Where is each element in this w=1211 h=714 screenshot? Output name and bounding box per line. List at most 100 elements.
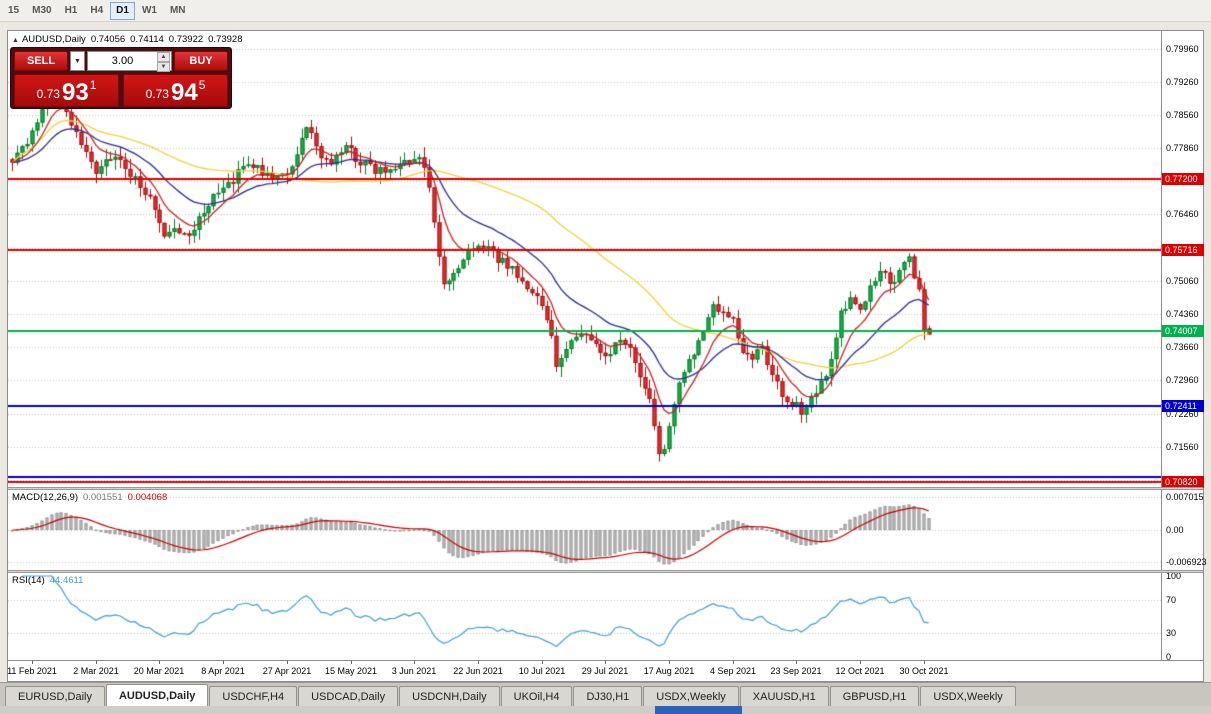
date-tick bbox=[669, 661, 670, 664]
price-line-badge: 0.74007 bbox=[1162, 324, 1204, 337]
volume-dropdown-icon[interactable]: ▼ bbox=[70, 51, 85, 71]
one-click-collapse-icon[interactable]: ▲ bbox=[12, 37, 19, 44]
chart-tab-eurusd-daily[interactable]: EURUSD,Daily bbox=[5, 686, 105, 706]
panel-splitter-rsi[interactable] bbox=[8, 570, 1203, 573]
timeframe-button-d1[interactable]: D1 bbox=[110, 1, 135, 20]
rsi-name: RSI(14) bbox=[12, 575, 45, 586]
macd-canvas[interactable] bbox=[8, 490, 1161, 570]
axis-label: 0.79960 bbox=[1166, 43, 1199, 54]
axis-label: 0.72960 bbox=[1166, 375, 1199, 386]
date-tick bbox=[351, 661, 352, 664]
axis-label: -0.006923 bbox=[1166, 557, 1207, 568]
timeframe-button-mn[interactable]: MN bbox=[169, 5, 186, 16]
buy-price-button[interactable]: 0.73 94 5 bbox=[123, 74, 228, 107]
volume-decrease-button[interactable]: ▼ bbox=[157, 62, 170, 72]
buy-price-point: 5 bbox=[198, 78, 206, 92]
date-tick bbox=[796, 661, 797, 664]
date-label: 4 Sep 2021 bbox=[709, 666, 757, 676]
sell-price-pips: 93 bbox=[61, 79, 89, 106]
date-label: 11 Feb 2021 bbox=[7, 666, 57, 676]
date-label: 10 Jul 2021 bbox=[518, 666, 566, 676]
axis-label: 0 bbox=[1166, 652, 1172, 662]
axis-label: 0.79260 bbox=[1166, 76, 1199, 87]
date-label: 30 Oct 2021 bbox=[899, 666, 949, 676]
close-value: 0.73928 bbox=[208, 34, 243, 45]
one-click-trading-panel: SELL ▼ 3.00 ▲ ▼ BUY 0.73 93 1 bbox=[10, 47, 232, 109]
volume-increase-button[interactable]: ▲ bbox=[157, 52, 170, 62]
macd-signal-value: 0.004068 bbox=[127, 492, 168, 503]
axis-label: 0.78560 bbox=[1166, 109, 1199, 120]
chart-tab-usdx-weekly[interactable]: USDX,Weekly bbox=[643, 686, 739, 706]
sell-button[interactable]: SELL bbox=[14, 51, 68, 71]
axis-label: 0.007015 bbox=[1166, 492, 1204, 503]
chart-window: ▲ AUDUSD,Daily 0.74056 0.74114 0.73922 0.7392… bbox=[7, 30, 1207, 682]
axis-label: 100 bbox=[1166, 571, 1182, 581]
axis-label: 0.72260 bbox=[1166, 408, 1199, 419]
rsi-label: RSI(14) 44.4611 bbox=[12, 575, 88, 586]
macd-name: MACD(12,26,9) bbox=[12, 492, 78, 503]
buy-button[interactable]: BUY bbox=[174, 51, 228, 71]
date-label: 15 May 2021 bbox=[324, 666, 378, 676]
macd-label: MACD(12,26,9) 0.001551 0.004068 bbox=[12, 492, 172, 503]
timeframe-toolbar: 15 M30 H1 H4 D1 W1 MN bbox=[0, 0, 1211, 22]
bottom-strip bbox=[0, 706, 1211, 714]
symbol-timeframe-label: AUDUSD,Daily bbox=[21, 34, 86, 45]
axis-label: 0.00 bbox=[1166, 525, 1184, 535]
date-label: 12 Oct 2021 bbox=[835, 666, 885, 676]
timeframe-button-w1[interactable]: W1 bbox=[141, 5, 157, 16]
date-tick bbox=[924, 661, 925, 664]
axis-label: 70 bbox=[1166, 595, 1177, 606]
chart-tab-ukoil-h4[interactable]: UKOil,H4 bbox=[500, 686, 573, 706]
axis-label: 30 bbox=[1166, 627, 1177, 638]
chart-tab-usdcad-daily[interactable]: USDCAD,Daily bbox=[298, 686, 399, 706]
macd-main-value: 0.001551 bbox=[83, 492, 123, 503]
chart-tab-xauusd-h1[interactable]: XAUUSD,H1 bbox=[739, 686, 829, 706]
date-tick bbox=[96, 661, 97, 664]
timeframe-buttons: 15 M30 H1 H4 D1 W1 MN bbox=[2, 1, 193, 20]
high-value: 0.74114 bbox=[130, 34, 164, 45]
panel-splitter-macd[interactable] bbox=[8, 487, 1203, 490]
chart-info-line: ▲ AUDUSD,Daily 0.74056 0.74114 0.73922 0.7392… bbox=[12, 34, 247, 45]
price-line-badge: 0.70820 bbox=[1162, 475, 1204, 488]
date-tick bbox=[287, 661, 288, 664]
timeframe-button-15[interactable]: 15 bbox=[8, 5, 20, 16]
buy-price-pips: 94 bbox=[170, 79, 198, 106]
axis-label: 0.73660 bbox=[1166, 342, 1199, 353]
price-line-badge: 0.75716 bbox=[1162, 243, 1204, 256]
date-tick bbox=[414, 661, 415, 664]
chart-tab-gbpusd-h1[interactable]: GBPUSD,H1 bbox=[829, 686, 920, 706]
timeframe-button-m30[interactable]: M30 bbox=[32, 5, 52, 16]
chart-tab-usdcnh-daily[interactable]: USDCNH,Daily bbox=[399, 686, 500, 706]
date-tick bbox=[159, 661, 160, 664]
sell-price-button[interactable]: 0.73 93 1 bbox=[14, 74, 119, 107]
chart-tab-dj30-h1[interactable]: DJ30,H1 bbox=[573, 686, 643, 706]
date-tick bbox=[542, 661, 543, 664]
buy-price-base: 0.73 bbox=[145, 87, 169, 101]
volume-field[interactable]: 3.00 ▲ ▼ bbox=[87, 51, 172, 72]
date-label: 27 Apr 2021 bbox=[262, 666, 312, 676]
date-axis: 11 Feb 2021 2 Mar 2021 20 Mar 2021 8 Apr 20… bbox=[7, 660, 1203, 681]
timeframe-button-h1[interactable]: H1 bbox=[64, 5, 78, 16]
date-tick bbox=[478, 661, 479, 664]
timeframe-button-h4[interactable]: H4 bbox=[90, 5, 104, 16]
date-tick bbox=[605, 661, 606, 664]
date-label: 20 Mar 2021 bbox=[133, 666, 185, 676]
rsi-canvas[interactable] bbox=[8, 573, 1161, 660]
sell-price-base: 0.73 bbox=[36, 87, 60, 101]
price-line-badge: 0.77200 bbox=[1162, 173, 1204, 186]
chart-tabs-bar: EURUSD,Daily AUDUSD,Daily USDCHF,H4 USDCAD,… bbox=[0, 682, 1211, 706]
date-label: 29 Jul 2021 bbox=[581, 666, 629, 676]
axis-label: 0.76460 bbox=[1166, 209, 1199, 220]
taskbar-highlight bbox=[655, 706, 742, 714]
macd-panel: MACD(12,26,9) 0.001551 0.004068 bbox=[8, 490, 1161, 570]
sell-price-point: 1 bbox=[89, 78, 97, 92]
date-label: 8 Apr 2021 bbox=[201, 666, 245, 676]
chart-tab-usdchf-h4[interactable]: USDCHF,H4 bbox=[209, 686, 298, 706]
axis-label: 0.71560 bbox=[1166, 441, 1199, 452]
low-value: 0.73922 bbox=[168, 34, 204, 45]
chart-tab-usdx-weekly[interactable]: USDX,Weekly bbox=[920, 686, 1016, 706]
chart-tab-audusd-daily[interactable]: AUDUSD,Daily bbox=[105, 684, 209, 706]
rsi-panel: RSI(14) 44.4611 bbox=[8, 573, 1161, 660]
price-panel: ▲ AUDUSD,Daily 0.74056 0.74114 0.73922 0.7392… bbox=[8, 31, 1161, 487]
